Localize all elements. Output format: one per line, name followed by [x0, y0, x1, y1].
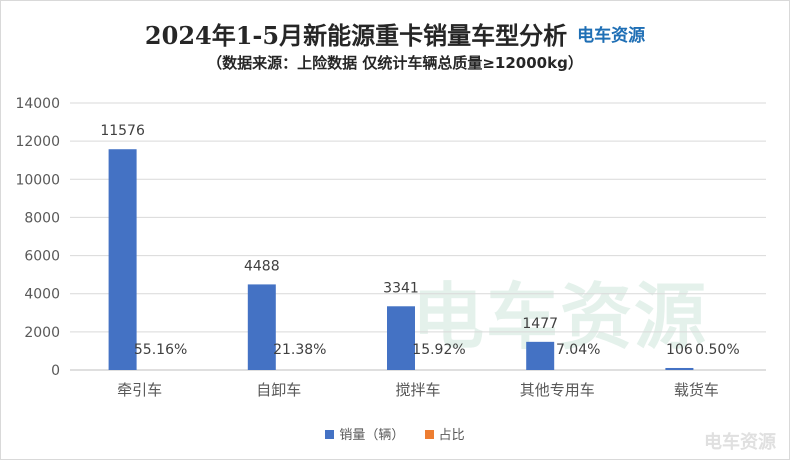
legend-label-share: 占比	[438, 428, 465, 443]
data-label-sales: 4488	[244, 258, 280, 274]
data-label-sales: 106	[666, 342, 693, 358]
legend: 销量（辆） 占比	[0, 424, 790, 443]
bar-sales	[387, 306, 415, 370]
data-label-sales: 3341	[383, 280, 419, 296]
watermark: 电车资源	[412, 275, 709, 359]
data-label-share: 0.50%	[695, 342, 739, 358]
y-tick-label: 6000	[24, 249, 60, 265]
data-label-share: 15.92%	[412, 342, 465, 358]
legend-item-share[interactable]: 占比	[424, 424, 465, 443]
y-tick-label: 8000	[24, 210, 60, 226]
legend-label-sales: 销量（辆）	[339, 428, 405, 443]
chart-title-text: 2024年1-5月新能源重卡销量车型分析	[144, 21, 568, 50]
chart-subtitle: （数据来源：上险数据 仅统计车辆总质量≥12000kg）	[207, 54, 583, 72]
y-tick-label: 2000	[24, 325, 60, 341]
y-tick-label: 4000	[24, 287, 60, 303]
legend-swatch-sales	[325, 430, 335, 439]
y-tick-label: 14000	[15, 96, 60, 112]
legend-item-sales[interactable]: 销量（辆）	[325, 424, 404, 443]
data-label-share: 55.16%	[134, 342, 187, 358]
x-tick-label: 牵引车	[117, 381, 162, 399]
y-tick-label: 0	[51, 363, 60, 379]
brand-logo: 电车资源	[577, 26, 646, 46]
x-tick-label: 自卸车	[256, 381, 301, 399]
legend-swatch-share	[424, 430, 434, 439]
bar-sales	[526, 341, 555, 370]
watermark-corner: 电车资源	[704, 432, 776, 453]
data-label-sales: 1477	[522, 316, 558, 332]
y-tick-label: 10000	[15, 172, 60, 188]
y-tick-label: 12000	[15, 134, 60, 150]
x-tick-label: 搅拌车	[395, 381, 440, 399]
bar-sales	[665, 367, 694, 370]
x-tick-label: 其他专用车	[520, 381, 595, 399]
data-label-share: 21.38%	[273, 342, 326, 358]
data-label-sales: 11576	[100, 123, 145, 139]
chart-title: 2024年1-5月新能源重卡销量车型分析 电车资源	[0, 16, 790, 51]
x-tick-label: 载货车	[674, 381, 719, 399]
data-label-share: 7.04%	[556, 342, 600, 358]
bar-sales	[247, 284, 276, 370]
bar-sales	[108, 149, 137, 370]
